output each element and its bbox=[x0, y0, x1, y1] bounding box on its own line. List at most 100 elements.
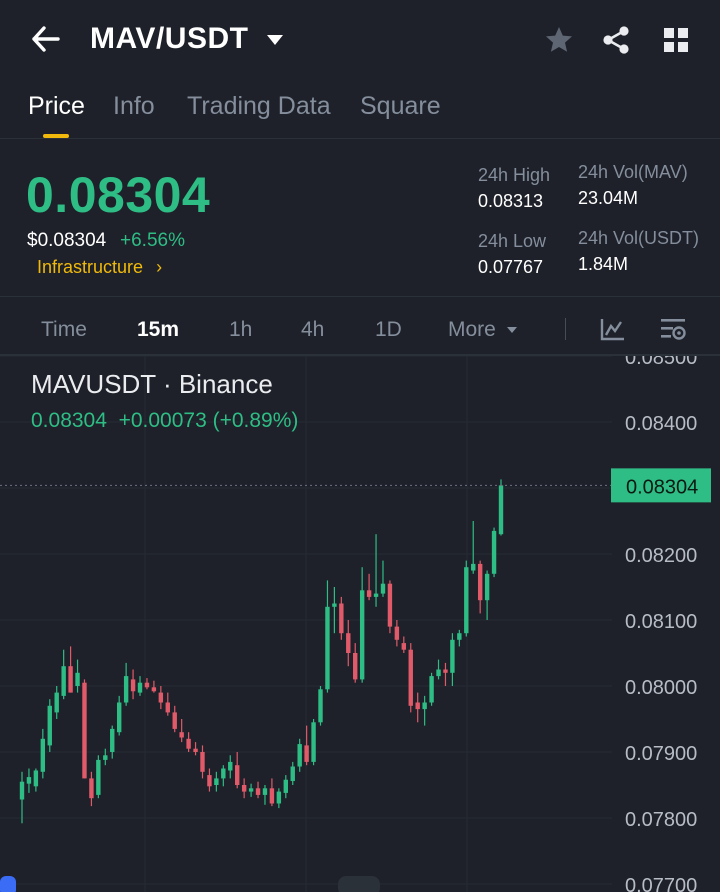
y-tick-label: 0.07700 bbox=[625, 875, 697, 892]
tab-info[interactable]: Info bbox=[113, 92, 155, 120]
candle-body bbox=[255, 788, 261, 795]
candle-body bbox=[387, 583, 393, 627]
tab-trading-data[interactable]: Trading Data bbox=[187, 92, 331, 120]
candle-body bbox=[297, 744, 302, 767]
interval-4h[interactable]: 4h bbox=[301, 318, 325, 341]
vol-quote-value: 1.84M bbox=[578, 254, 629, 274]
candle-body bbox=[75, 672, 80, 686]
interval-more[interactable]: More bbox=[448, 318, 518, 342]
interval-1d[interactable]: 1D bbox=[375, 318, 402, 341]
candle-body bbox=[353, 653, 358, 680]
candle-body bbox=[89, 778, 94, 799]
candle-body bbox=[54, 692, 59, 713]
section-divider bbox=[0, 296, 720, 297]
tabs-divider bbox=[0, 138, 720, 139]
candle-body bbox=[221, 768, 226, 779]
candle-body bbox=[40, 738, 46, 772]
low-value: 0.07767 bbox=[478, 257, 544, 277]
candle-body bbox=[457, 633, 462, 640]
y-tick-label: 0.07900 bbox=[625, 743, 697, 765]
current-price-tag-label: 0.08304 bbox=[626, 476, 698, 498]
candle-body bbox=[415, 702, 420, 710]
scroll-handle-center bbox=[338, 876, 380, 892]
interval-15m[interactable]: 15m bbox=[137, 318, 180, 341]
star-icon[interactable] bbox=[543, 24, 575, 56]
candle-body bbox=[346, 633, 351, 653]
candle-body bbox=[165, 702, 170, 713]
candle-body bbox=[158, 692, 164, 703]
candle-body bbox=[186, 738, 191, 749]
candle-body bbox=[443, 669, 448, 673]
vol-base-label: 24h Vol(MAV) bbox=[578, 162, 688, 182]
candle-body bbox=[228, 761, 233, 771]
candle-body bbox=[339, 603, 344, 634]
candle-body bbox=[130, 679, 136, 692]
candle-body bbox=[172, 712, 177, 729]
usd-price: $0.08304 bbox=[27, 230, 107, 251]
pair-title[interactable]: MAV/USDT bbox=[90, 22, 249, 55]
y-tick-label: 0.08500 bbox=[625, 356, 697, 369]
candle-body bbox=[82, 682, 87, 779]
high-value: 0.08313 bbox=[478, 191, 544, 211]
candle-body bbox=[248, 788, 254, 792]
last-price: 0.08304 bbox=[26, 167, 211, 223]
chevron-right-icon: › bbox=[156, 257, 163, 277]
candle-body bbox=[477, 563, 483, 601]
share-icon[interactable] bbox=[600, 24, 632, 56]
indicator-chart-icon[interactable] bbox=[598, 314, 628, 344]
toolbar-separator bbox=[565, 318, 566, 340]
candle-body bbox=[304, 745, 309, 762]
candle-body bbox=[144, 682, 150, 688]
interval-1h[interactable]: 1h bbox=[229, 318, 253, 341]
candle-body bbox=[325, 606, 330, 690]
y-tick-label: 0.08000 bbox=[625, 677, 697, 699]
chart-top-divider bbox=[0, 354, 720, 356]
candle-body bbox=[366, 590, 372, 597]
candle-body bbox=[200, 752, 205, 772]
interval-time[interactable]: Time bbox=[41, 318, 87, 341]
candle-body bbox=[283, 779, 288, 793]
candle-body bbox=[207, 775, 212, 787]
candle-body bbox=[394, 626, 400, 640]
tab-square[interactable]: Square bbox=[360, 92, 441, 120]
candle-body bbox=[408, 649, 413, 706]
current-price-tag bbox=[611, 468, 711, 503]
candle-body bbox=[19, 781, 25, 800]
candle-body bbox=[116, 702, 122, 733]
candlestick-chart[interactable]: 0.085000.084000.083000.082000.081000.080… bbox=[0, 356, 720, 892]
candle-body bbox=[332, 603, 337, 607]
category-link[interactable]: Infrastructure › bbox=[37, 257, 162, 278]
vol-quote-label: 24h Vol(USDT) bbox=[578, 228, 700, 248]
interval-more-label: More bbox=[448, 318, 496, 341]
tab-price[interactable]: Price bbox=[28, 92, 85, 120]
candle-body bbox=[498, 485, 504, 535]
candle-body bbox=[68, 666, 73, 693]
candle-body bbox=[235, 765, 240, 785]
category-label: Infrastructure bbox=[37, 257, 144, 277]
candle-body bbox=[290, 766, 295, 782]
candle-body bbox=[436, 669, 441, 677]
candle-body bbox=[373, 593, 379, 597]
candle-body bbox=[47, 705, 52, 746]
candle-body bbox=[318, 689, 323, 723]
candle-body bbox=[450, 639, 455, 673]
high-label: 24h High bbox=[478, 165, 551, 185]
active-tab-indicator bbox=[43, 134, 69, 138]
y-tick-label: 0.08400 bbox=[625, 413, 697, 435]
candle-body bbox=[484, 573, 490, 601]
back-arrow-icon[interactable] bbox=[30, 22, 62, 56]
candle-body bbox=[269, 788, 275, 804]
vol-base-value: 23.04M bbox=[578, 188, 639, 208]
candle-body bbox=[110, 728, 115, 752]
grid-icon[interactable] bbox=[660, 24, 692, 56]
candle-body bbox=[214, 778, 219, 785]
more-caret-icon bbox=[506, 327, 517, 334]
candle-body bbox=[429, 676, 434, 703]
y-tick-label: 0.07800 bbox=[625, 809, 697, 831]
candle-body bbox=[123, 676, 129, 703]
candle-body bbox=[179, 732, 184, 738]
chart-settings-icon[interactable] bbox=[658, 314, 688, 344]
y-tick-label: 0.08100 bbox=[625, 611, 697, 633]
candle-body bbox=[33, 770, 39, 787]
dropdown-caret-icon[interactable] bbox=[266, 33, 284, 47]
